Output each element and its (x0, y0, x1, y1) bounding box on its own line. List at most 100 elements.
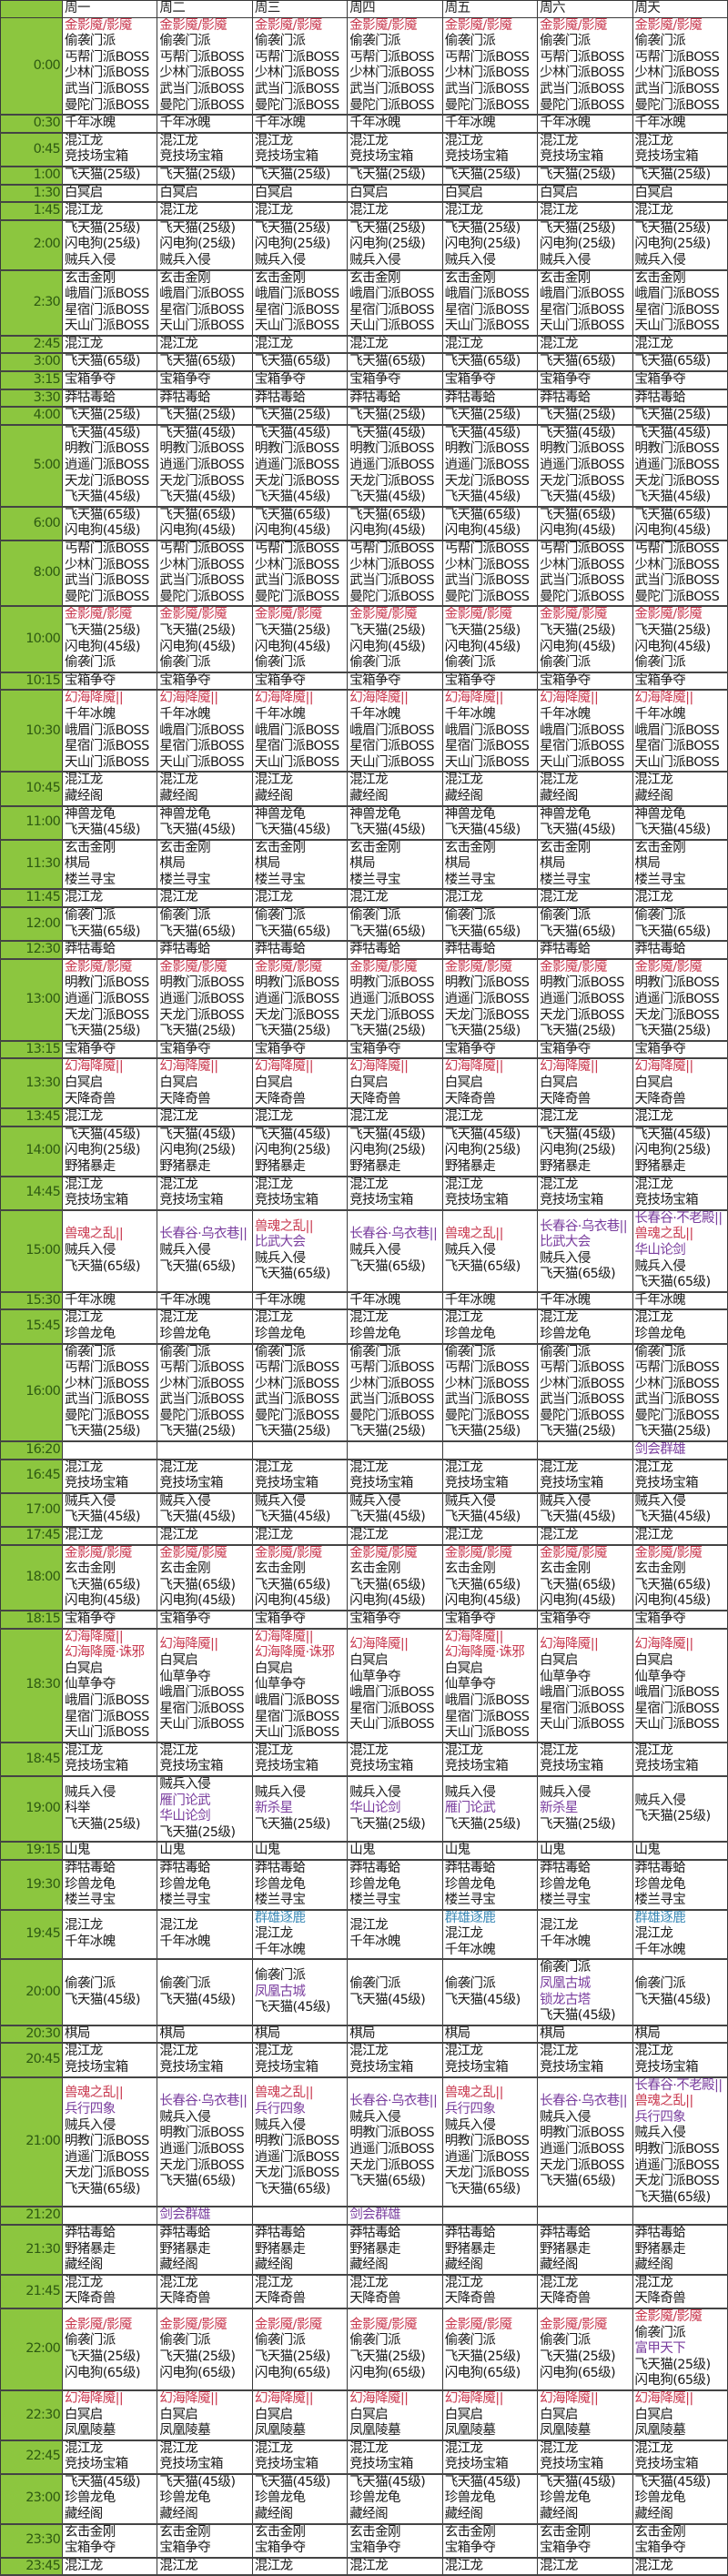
event-item: 贼兵入侵 (65, 252, 116, 268)
event-item: 金影魇/影魇 (159, 607, 228, 622)
schedule-cell: 混江龙 (157, 201, 253, 221)
schedule-cell (61, 2206, 158, 2226)
schedule-row: 19:30 莽牯毒蛤 珍兽龙龟 楼兰寻宝 莽牯毒蛤 珍兽龙龟 楼兰寻宝 莽牯毒蛤 珍兽龙龟 楼兰寻… (0, 1859, 728, 1911)
event-item: 玄击金刚 (65, 1561, 116, 1577)
event-item: 飞天猫(25级) (634, 622, 712, 638)
event-item: 星宿门派BOSS (65, 1709, 149, 1724)
schedule-cell: 混江龙 竞技场宝箱 (537, 1459, 633, 1494)
schedule-cell: 飞天猫(25级) (537, 166, 633, 186)
event-item: 千年冰魄 (65, 706, 116, 722)
schedule-cell: 偷袭门派 飞天猫(65级) (157, 906, 253, 943)
event-item: 混江龙 (349, 336, 388, 351)
event-item: 白冥启 (349, 1652, 388, 1668)
event-item: 千年冰魄 (540, 706, 591, 722)
time-slot-label: 16:00 (0, 1343, 63, 1443)
event-item: 偷袭门派 (540, 908, 591, 924)
event-item: 混江龙 (634, 1926, 673, 1942)
event-item: 曼陀门派BOSS (349, 97, 434, 113)
event-item: 少林门派BOSS (159, 66, 245, 81)
event-item: 千年冰魄 (540, 1292, 591, 1308)
schedule-cell: 混江龙 (537, 335, 633, 355)
event-item: 飞天猫(25级) (540, 622, 616, 638)
time-slot-label: 18:45 (0, 1742, 63, 1777)
event-item: 天山门派BOSS (65, 318, 149, 334)
event-item: 竞技场宝箱 (65, 1759, 128, 1774)
event-item: 竞技场宝箱 (349, 1759, 413, 1774)
event-item: 丐帮门派BOSS (349, 1360, 434, 1376)
schedule-row: 3:30 莽牯毒蛤 莽牯毒蛤 莽牯毒蛤 莽牯毒蛤 莽牯毒蛤 莽牯毒蛤 莽牯毒蛤 (0, 389, 728, 409)
event-item: 贼兵入侵 (634, 2126, 686, 2141)
event-item: 飞天猫(25级) (349, 167, 426, 182)
schedule-cell: 飞天猫(25级) (61, 406, 158, 426)
event-item: 星宿门派BOSS (159, 739, 245, 754)
event-item: 偷袭门派 (254, 34, 306, 49)
event-item: 竞技场宝箱 (634, 1759, 699, 1774)
event-item: 曼陀门派BOSS (159, 97, 245, 113)
event-item: 金影魇/影魇 (159, 1545, 228, 1561)
event-item: 飞天猫(45级) (349, 490, 426, 505)
event-item: 逍遥门派BOSS (254, 458, 339, 473)
event-item: 贼兵入侵 (540, 1250, 591, 1266)
event-item: 混江龙 (159, 336, 198, 351)
event-item: 金影魇/影魇 (444, 2317, 512, 2332)
event-item: 少林门派BOSS (444, 557, 530, 572)
event-item: 少林门派BOSS (634, 1376, 720, 1391)
schedule-cell: 混江龙 竞技场宝箱 (157, 1176, 253, 1211)
event-item: 白冥启 (540, 1076, 578, 1090)
event-item: 混江龙 (159, 1918, 198, 1934)
event-item: 竞技场宝箱 (634, 1193, 699, 1208)
event-item: 曼陀门派BOSS (349, 589, 434, 604)
event-item: 剑会群雄 (349, 2207, 400, 2223)
event-item: 混江龙 (349, 2044, 388, 2059)
schedule-cell: 金影魇/影魇 玄击金刚 飞天猫(65级) 闪电狗(45级) (157, 1544, 253, 1612)
schedule-cell: 莽牯毒蛤 (347, 940, 443, 960)
event-item: 千年冰魄 (444, 1942, 496, 1957)
event-item: 长春谷·乌衣巷|| (349, 2094, 438, 2109)
event-item: 千年冰魄 (634, 706, 686, 722)
time-slot-label: 4:00 (0, 406, 63, 426)
event-item: 混江龙 (159, 2440, 198, 2456)
event-item: 幻海降魇|| (540, 691, 599, 706)
event-item: 飞天猫(45级) (254, 823, 331, 838)
event-item: 飞天猫(65级) (65, 924, 141, 939)
event-item: 藏经阁 (444, 788, 483, 803)
event-item: 偷袭门派 (159, 908, 211, 924)
event-item: 武当门派BOSS (159, 81, 245, 96)
event-item: 混江龙 (634, 1528, 673, 1543)
schedule-cell: 玄击金刚 峨眉门派BOSS 星宿门派BOSS 天山门派BOSS (157, 268, 253, 337)
time-slot-label: 10:15 (0, 672, 63, 692)
schedule-cell: 玄击金刚 宝箱争夺 (61, 2523, 158, 2559)
event-item: 武当门派BOSS (159, 1392, 245, 1408)
time-slot-label: 0:45 (0, 132, 63, 167)
schedule-cell: 玄击金刚 棋局 楼兰寻宝 (441, 839, 539, 891)
event-item: 飞天猫(25级) (254, 167, 331, 182)
event-item: 雁门论武 (159, 1793, 211, 1808)
schedule-cell: 飞天猫(45级) 珍兽龙龟 藏经阁 (537, 2473, 633, 2525)
event-item: 飞天猫(65级) (540, 507, 616, 522)
schedule-cell: 幻海降魇|| 白冥启 天降奇兽 (537, 1057, 633, 1110)
event-item: 飞天猫(25级) (634, 220, 712, 236)
event-item: 飞天猫(65级) (349, 924, 426, 939)
event-item: 飞天猫(45级) (444, 1510, 521, 1525)
schedule-cell: 幻海降魇|| 千年冰魄 峨眉门派BOSS 星宿门派BOSS 天山门派BOSS (61, 689, 158, 773)
event-item: 星宿门派BOSS (634, 739, 720, 754)
schedule-cell (251, 2206, 349, 2226)
schedule-cell: 宝箱争夺 (251, 672, 349, 692)
schedule-cell: 混江龙 (347, 888, 443, 909)
event-item: 少林门派BOSS (349, 1376, 434, 1391)
event-item: 混江龙 (349, 2558, 388, 2573)
event-item: 偷袭门派 (65, 2333, 116, 2349)
event-item: 偷袭门派 (634, 1976, 686, 1992)
schedule-row: 0:00 金影魇/影魇 偷袭门派 丐帮门派BOSS 少林门派BOSS 武当门派BOSS 曼陀… (0, 16, 728, 116)
event-item: 莽牯毒蛤 (159, 942, 211, 957)
event-item: 莽牯毒蛤 (349, 942, 400, 957)
schedule-cell: 飞天猫(65级) 闪电狗(45级) (537, 506, 633, 542)
day-header-tue: 周二 (157, 0, 253, 18)
event-item: 星宿门派BOSS (349, 1701, 434, 1716)
event-item: 飞天猫(65级) (349, 354, 426, 369)
schedule-cell: 棋局 (632, 2025, 728, 2045)
schedule-cell: 金影魇/影魇 飞天猫(25级) 闪电狗(45级) 偷袭门派 (251, 605, 349, 673)
event-item: 山鬼 (254, 1843, 280, 1858)
schedule-cell: 山鬼 (251, 1841, 349, 1861)
schedule-cell: 金影魇/影魇 偷袭门派 富甲天下 飞天猫(25级) 闪电狗(65级) (632, 2308, 728, 2391)
